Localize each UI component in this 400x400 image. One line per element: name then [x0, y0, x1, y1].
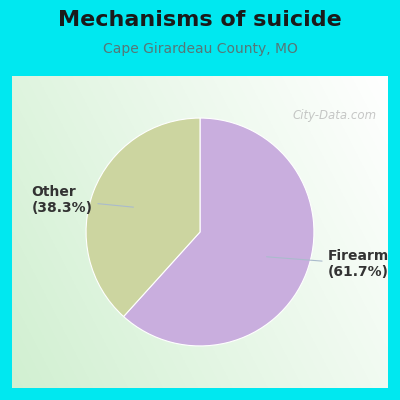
Text: City-Data.com: City-Data.com — [292, 109, 377, 122]
Wedge shape — [124, 118, 314, 346]
Text: Firearm
(61.7%): Firearm (61.7%) — [266, 249, 389, 279]
Text: Cape Girardeau County, MO: Cape Girardeau County, MO — [102, 42, 298, 56]
Wedge shape — [86, 118, 200, 316]
Text: Mechanisms of suicide: Mechanisms of suicide — [58, 10, 342, 30]
Text: Other
(38.3%): Other (38.3%) — [31, 185, 134, 215]
